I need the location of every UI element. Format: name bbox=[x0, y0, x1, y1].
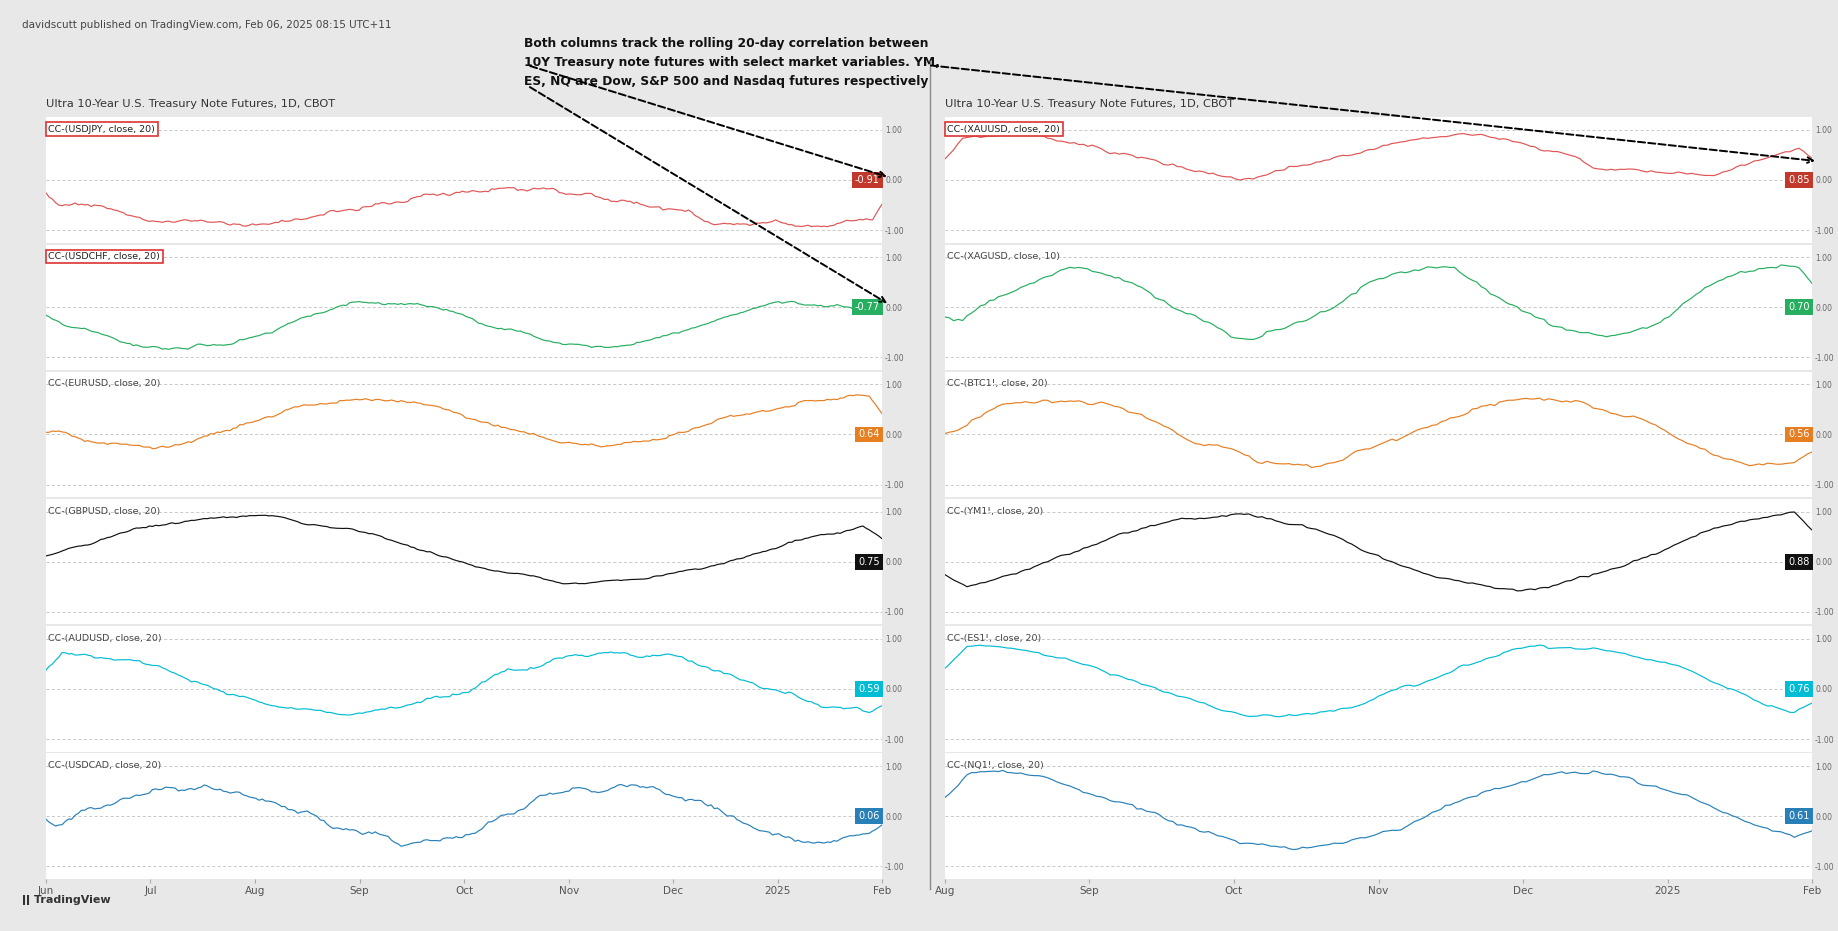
Text: CC-(USDJPY, close, 20): CC-(USDJPY, close, 20) bbox=[48, 125, 156, 134]
Text: davidscutt published on TradingView.com, Feb 06, 2025 08:15 UTC+11: davidscutt published on TradingView.com,… bbox=[22, 20, 391, 31]
Text: 0.59: 0.59 bbox=[858, 684, 880, 694]
Text: CC-(XAGUSD, close, 10): CC-(XAGUSD, close, 10) bbox=[947, 252, 1061, 261]
Text: 0.61: 0.61 bbox=[1788, 811, 1810, 821]
Text: CC-(ES1!, close, 20): CC-(ES1!, close, 20) bbox=[947, 634, 1042, 642]
Text: CC-(GBPUSD, close, 20): CC-(GBPUSD, close, 20) bbox=[48, 506, 160, 516]
Text: 0.56: 0.56 bbox=[1788, 429, 1810, 439]
Text: 0.76: 0.76 bbox=[1788, 684, 1810, 694]
Text: CC-(BTC1!, close, 20): CC-(BTC1!, close, 20) bbox=[947, 379, 1048, 388]
Text: CC-(AUDUSD, close, 20): CC-(AUDUSD, close, 20) bbox=[48, 634, 162, 642]
Text: -0.77: -0.77 bbox=[855, 303, 880, 312]
Text: Ultra 10-Year U.S. Treasury Note Futures, 1D, CBOT: Ultra 10-Year U.S. Treasury Note Futures… bbox=[945, 99, 1233, 109]
Text: 0.70: 0.70 bbox=[1788, 303, 1810, 312]
Text: 0.64: 0.64 bbox=[858, 429, 880, 439]
Text: 0.06: 0.06 bbox=[858, 811, 880, 821]
Text: Ultra 10-Year U.S. Treasury Note Futures, 1D, CBOT: Ultra 10-Year U.S. Treasury Note Futures… bbox=[46, 99, 335, 109]
Text: CC-(XAUUSD, close, 20): CC-(XAUUSD, close, 20) bbox=[947, 125, 1061, 134]
Text: Both columns track the rolling 20-day correlation between
10Y Treasury note futu: Both columns track the rolling 20-day co… bbox=[524, 37, 939, 88]
Text: CC-(YM1!, close, 20): CC-(YM1!, close, 20) bbox=[947, 506, 1044, 516]
Text: 0.85: 0.85 bbox=[1788, 175, 1810, 185]
Text: -0.91: -0.91 bbox=[855, 175, 880, 185]
Text: 0.88: 0.88 bbox=[1788, 557, 1810, 567]
Text: CC-(USDCAD, close, 20): CC-(USDCAD, close, 20) bbox=[48, 761, 162, 770]
Text: ǀǀ TradingView: ǀǀ TradingView bbox=[22, 895, 110, 905]
Text: 0.75: 0.75 bbox=[858, 557, 880, 567]
Text: CC-(USDCHF, close, 20): CC-(USDCHF, close, 20) bbox=[48, 252, 160, 261]
Text: CC-(EURUSD, close, 20): CC-(EURUSD, close, 20) bbox=[48, 379, 162, 388]
Text: CC-(NQ1!, close, 20): CC-(NQ1!, close, 20) bbox=[947, 761, 1044, 770]
